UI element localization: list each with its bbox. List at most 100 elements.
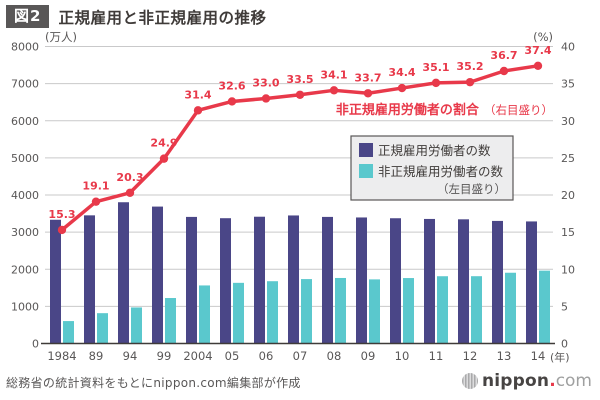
bar-regular [322, 216, 333, 344]
ratio-point [227, 97, 237, 106]
bar-nonregular [369, 279, 380, 344]
ratio-point [465, 77, 475, 87]
line-series-label-main: 非正規雇用労働者の割合 [336, 102, 480, 118]
ratio-value-label: 31.4 [184, 88, 211, 101]
ratio-point [431, 78, 441, 88]
legend: 正規雇用労働者の数 非正規雇用労働者の数 （左目盛り） [350, 135, 514, 201]
bar-regular [220, 218, 231, 344]
x-axis-tick: 05 [225, 349, 240, 363]
legend-swatch-nonregular [359, 164, 373, 178]
right-axis-tick: 15 [561, 226, 575, 239]
left-axis-unit-label: (万人) [45, 30, 77, 44]
x-axis-tick: 1984 [47, 349, 76, 363]
left-axis-tick: 1000 [11, 300, 39, 313]
right-axis-tick: 40 [561, 41, 575, 54]
bar-nonregular [505, 272, 516, 344]
bar-nonregular [437, 276, 448, 344]
right-axis-tick: 10 [561, 263, 575, 276]
legend-note: （左目盛り） [437, 182, 506, 196]
legend-box [350, 135, 514, 201]
ratio-value-label: 19.1 [82, 180, 109, 193]
ratio-value-label: 15.3 [48, 208, 75, 221]
ratio-value-label: 32.6 [218, 79, 245, 92]
x-axis-tick: 10 [395, 349, 410, 363]
bar-nonregular [301, 279, 312, 344]
x-axis-tick: 13 [497, 349, 512, 363]
bar-nonregular [335, 277, 346, 344]
bar-nonregular [403, 278, 414, 344]
x-axis-tick: 14 [531, 349, 546, 363]
x-axis-unit-label: (年) [550, 350, 570, 364]
page-title: 正規雇用と非正規雇用の推移 [58, 8, 267, 27]
ratio-value-label: 35.1 [422, 61, 449, 74]
x-axis-tick: 89 [89, 349, 104, 363]
left-axis-tick: 7000 [11, 78, 39, 91]
bar-nonregular [63, 321, 74, 344]
right-axis-tick: 25 [561, 152, 575, 165]
logo-tld: com [555, 371, 592, 391]
x-axis-tick: 11 [429, 349, 444, 363]
x-axis-tick: 09 [361, 349, 376, 363]
bar-regular [492, 220, 503, 344]
logo-text: nippon.com [482, 371, 592, 391]
ratio-point [125, 188, 135, 197]
bar-nonregular [233, 282, 244, 344]
ratio-value-label: 24.9 [150, 137, 177, 150]
ratio-point [193, 106, 203, 115]
ratio-point [261, 94, 271, 103]
ratio-value-label: 33.0 [252, 76, 279, 89]
right-axis-tick: 0 [561, 338, 568, 351]
x-axis-tick: 2004 [183, 349, 212, 363]
right-axis-unit-label: (%) [533, 30, 553, 44]
bar-regular [424, 218, 435, 344]
bar-regular [254, 216, 265, 344]
x-axis-tick: 07 [293, 349, 308, 363]
ratio-value-label: 34.4 [388, 66, 415, 79]
ratio-value-label: 33.7 [354, 71, 381, 84]
ratio-value-label: 37.4 [524, 44, 551, 57]
bar-regular [186, 216, 197, 344]
ratio-value-label: 35.2 [456, 60, 483, 73]
x-axis-tick: 94 [123, 349, 138, 363]
left-axis-tick: 2000 [11, 263, 39, 276]
ratio-point [363, 89, 373, 98]
x-axis-tick: 06 [259, 349, 274, 363]
ratio-point [397, 83, 407, 93]
legend-label-nonregular: 非正規雇用労働者の数 [378, 164, 504, 179]
bar-nonregular [131, 307, 142, 344]
logo-dot: . [549, 371, 556, 391]
bar-regular [152, 206, 163, 344]
bar-nonregular [539, 270, 550, 344]
bar-regular [390, 218, 401, 344]
ratio-point [159, 154, 169, 163]
bar-regular [84, 215, 95, 344]
left-axis-tick: 5000 [11, 152, 39, 165]
nippon-com-logo: nippon.com [461, 371, 592, 391]
left-axis-tick: 6000 [11, 115, 39, 128]
ratio-point [329, 86, 339, 95]
figure-number-tag: 図2 [6, 5, 50, 28]
left-axis-tick: 0 [32, 338, 39, 351]
ratio-point [91, 197, 101, 206]
left-axis-tick: 8000 [11, 41, 39, 54]
bar-nonregular [97, 313, 108, 344]
line-series-label: 非正規雇用労働者の割合 （右目盛り） [336, 99, 553, 118]
figure-header: 図2 正規雇用と非正規雇用の推移 [6, 5, 266, 28]
ratio-point [295, 90, 305, 99]
x-axis-tick: 99 [157, 349, 172, 363]
legend-label-regular: 正規雇用労働者の数 [378, 143, 491, 158]
left-axis-tick: 4000 [11, 189, 39, 202]
legend-swatch-regular [359, 143, 373, 157]
ratio-value-label: 36.7 [490, 49, 517, 62]
ratio-value-label: 33.5 [286, 73, 313, 86]
bar-regular [118, 202, 129, 344]
bar-regular [458, 219, 469, 344]
bar-nonregular [267, 281, 278, 344]
ratio-point [533, 61, 543, 71]
bar-nonregular [471, 276, 482, 344]
left-axis-tick: 3000 [11, 226, 39, 239]
bar-nonregular [199, 285, 210, 344]
right-axis-tick: 5 [561, 300, 568, 313]
